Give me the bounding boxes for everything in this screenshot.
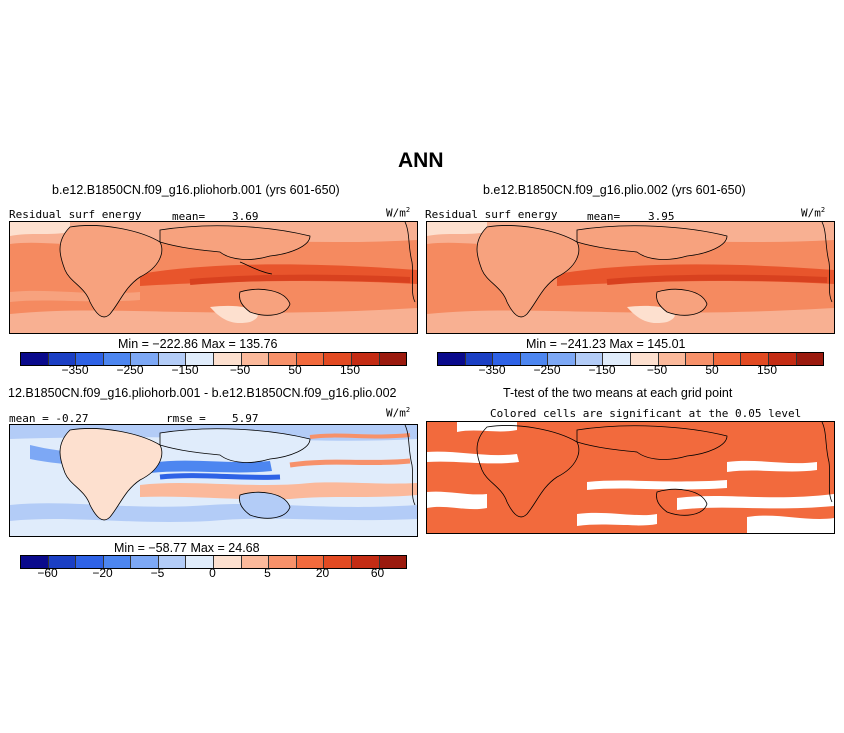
colorbar-swatch — [158, 353, 187, 365]
panel2-map — [426, 221, 835, 334]
panel3-rmse-label: rmse = — [166, 412, 206, 425]
panel4-note: Colored cells are significant at the 0.0… — [490, 407, 802, 420]
colorbar-swatch — [686, 353, 714, 365]
colorbar-swatch — [768, 353, 797, 365]
panel2-mean-label: mean= — [587, 210, 621, 223]
panel3-mean-label: mean = -0.27 — [9, 412, 89, 425]
colorbar-swatch — [269, 556, 297, 568]
colorbar-tick-label: −250 — [533, 363, 561, 377]
panel2-minmax: Min = −241.23 Max = 145.01 — [526, 337, 686, 351]
panel2-colorbar — [437, 352, 824, 366]
colorbar-swatch — [296, 353, 325, 365]
colorbar-swatch — [48, 353, 77, 365]
panel3-map — [9, 424, 418, 537]
panel3-minmax: Min = −58.77 Max = 24.68 — [114, 541, 260, 555]
colorbar-tick-label: −50 — [646, 363, 668, 377]
colorbar-swatch — [548, 353, 576, 365]
colorbar-swatch — [741, 353, 769, 365]
colorbar-tick-label: 20 — [315, 566, 330, 580]
panel2-case-title: b.e12.B1850CN.f09_g16.plio.002 (yrs 601-… — [483, 183, 746, 197]
panel4-map-svg — [427, 422, 834, 533]
colorbar-swatch — [158, 556, 187, 568]
colorbar-swatch — [713, 353, 742, 365]
panel1-case-title: b.e12.B1850CN.f09_g16.pliohorb.001 (yrs … — [52, 183, 340, 197]
colorbar-tick-label: −350 — [478, 363, 506, 377]
colorbar-swatch — [324, 353, 352, 365]
figure-title: ANN — [398, 149, 444, 172]
colorbar-tick-label: 150 — [339, 363, 361, 377]
panel1-map-svg — [10, 222, 417, 333]
colorbar-swatch — [131, 353, 159, 365]
colorbar-swatch — [658, 353, 687, 365]
colorbar-tick-label: −20 — [92, 566, 113, 580]
panel3-case-title: 12.B1850CN.f09_g16.pliohorb.001 - b.e12.… — [8, 386, 397, 400]
colorbar-swatch — [48, 556, 77, 568]
colorbar-swatch — [603, 353, 632, 365]
colorbar-swatch — [214, 556, 242, 568]
colorbar-swatch — [76, 353, 104, 365]
colorbar-tick-label: −250 — [116, 363, 144, 377]
colorbar-swatch — [296, 556, 325, 568]
colorbar-swatch — [351, 556, 380, 568]
panel3-rmse-value: 5.97 — [232, 412, 259, 425]
colorbar-swatch — [520, 353, 549, 365]
colorbar-tick-label: 5 — [264, 566, 271, 580]
colorbar-swatch — [186, 353, 215, 365]
colorbar-swatch — [269, 353, 297, 365]
colorbar-tick-label: −50 — [229, 363, 251, 377]
panel4-title: T-test of the two means at each grid poi… — [503, 386, 733, 400]
panel1-minmax: Min = −222.86 Max = 135.76 — [118, 337, 278, 351]
colorbar-swatch — [241, 556, 270, 568]
panel3-map-svg — [10, 425, 417, 536]
colorbar-tick-label: 60 — [370, 566, 385, 580]
panel1-units: W/m2 — [386, 206, 411, 220]
panel3-units: W/m2 — [386, 406, 411, 420]
colorbar-swatch — [631, 353, 659, 365]
colorbar-tick-label: 150 — [756, 363, 778, 377]
colorbar-swatch — [438, 353, 466, 365]
colorbar-swatch — [575, 353, 604, 365]
colorbar-swatch — [214, 353, 242, 365]
panel3-colorbar — [20, 555, 407, 569]
panel2-mean-value: 3.95 — [648, 210, 675, 223]
colorbar-swatch — [796, 353, 824, 365]
panel4-map — [426, 421, 835, 534]
panel2-map-svg — [427, 222, 834, 333]
panel2-variable-label: Residual surf energy — [425, 208, 558, 221]
colorbar-swatch — [103, 556, 132, 568]
colorbar-swatch — [379, 556, 407, 568]
colorbar-swatch — [379, 353, 407, 365]
colorbar-tick-label: 50 — [288, 363, 302, 377]
colorbar-tick-label: −150 — [588, 363, 616, 377]
panel1-map — [9, 221, 418, 334]
colorbar-swatch — [21, 556, 49, 568]
colorbar-swatch — [103, 353, 132, 365]
colorbar-swatch — [324, 556, 352, 568]
colorbar-swatch — [351, 353, 380, 365]
colorbar-tick-label: −350 — [61, 363, 89, 377]
panel1-mean-label: mean= — [172, 210, 206, 223]
colorbar-tick-label: 0 — [209, 566, 216, 580]
colorbar-swatch — [21, 353, 49, 365]
panel1-colorbar — [20, 352, 407, 366]
colorbar-swatch — [465, 353, 494, 365]
colorbar-swatch — [186, 556, 215, 568]
colorbar-swatch — [131, 556, 159, 568]
panel1-mean-value: 3.69 — [232, 210, 259, 223]
colorbar-swatch — [76, 556, 104, 568]
colorbar-tick-label: 50 — [705, 363, 719, 377]
colorbar-tick-label: −60 — [37, 566, 58, 580]
panel2-units: W/m2 — [801, 206, 826, 220]
colorbar-swatch — [241, 353, 270, 365]
colorbar-swatch — [493, 353, 521, 365]
panel1-variable-label: Residual surf energy — [9, 208, 142, 221]
colorbar-tick-label: −150 — [171, 363, 199, 377]
colorbar-tick-label: −5 — [150, 566, 165, 580]
